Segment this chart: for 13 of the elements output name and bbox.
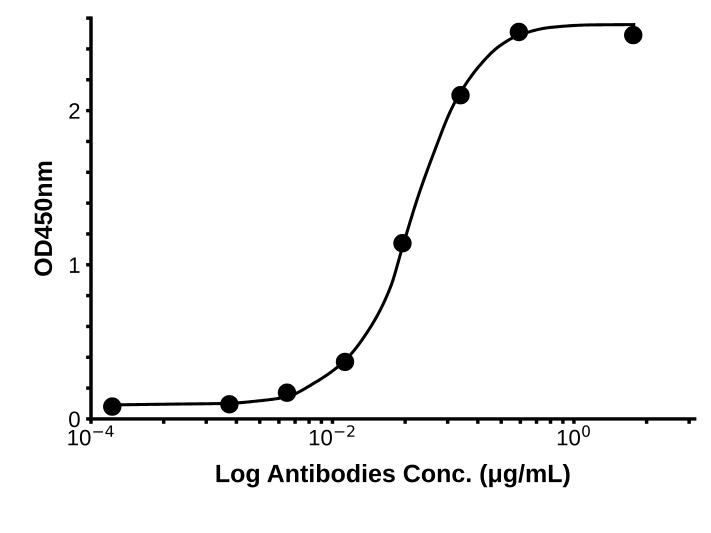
y-tick-label: 1 [70, 258, 80, 273]
point [393, 234, 412, 252]
point [451, 86, 470, 104]
point [220, 395, 239, 414]
x-tick-label: 10$^{−2}$ [310, 425, 354, 446]
point [278, 384, 296, 402]
point [510, 22, 528, 42]
x-axis-title: Log Antibodies Conc. (μg/mL) [216, 464, 570, 488]
y-tick-label: 2 [69, 103, 80, 119]
y-axis-title: OD450nm [34, 162, 52, 276]
point [336, 352, 354, 372]
x-tick-label: 10$^{0}$ [558, 425, 590, 446]
y-tick-label: 0 [69, 411, 80, 428]
